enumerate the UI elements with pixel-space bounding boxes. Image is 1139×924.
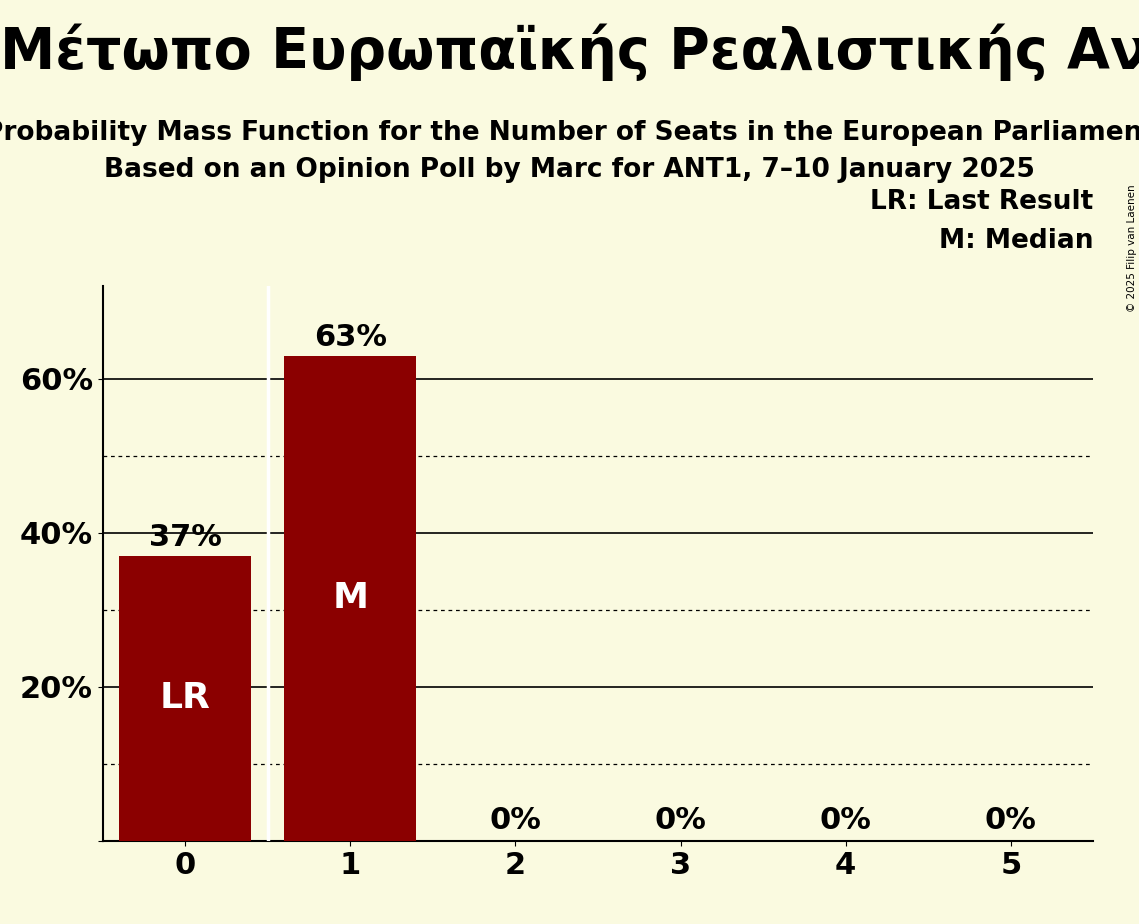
Text: © 2025 Filip van Laenen: © 2025 Filip van Laenen: [1126, 185, 1137, 312]
Text: 0%: 0%: [820, 806, 871, 834]
Text: 37%: 37%: [149, 523, 221, 553]
Text: LR: Last Result: LR: Last Result: [870, 189, 1093, 215]
Bar: [118, 556, 251, 841]
Text: Based on an Opinion Poll by Marc for ANT1, 7–10 January 2025: Based on an Opinion Poll by Marc for ANT…: [104, 157, 1035, 183]
Text: Probability Mass Function for the Number of Seats in the European Parliament: Probability Mass Function for the Number…: [0, 120, 1139, 146]
Text: LR: LR: [159, 681, 211, 715]
Text: 0%: 0%: [655, 806, 706, 834]
Bar: [285, 356, 417, 841]
Text: 63%: 63%: [313, 322, 387, 352]
Text: M: Median: M: Median: [939, 228, 1093, 254]
Text: M: M: [333, 581, 368, 615]
Text: Μέτωπο Ευρωπαϊκής Ρεαλιστικής Ανυπακοής (GUE/NGL): Μέτωπο Ευρωπαϊκής Ρεαλιστικής Ανυπακοής …: [0, 23, 1139, 80]
Text: 0%: 0%: [490, 806, 541, 834]
Text: 0%: 0%: [985, 806, 1036, 834]
